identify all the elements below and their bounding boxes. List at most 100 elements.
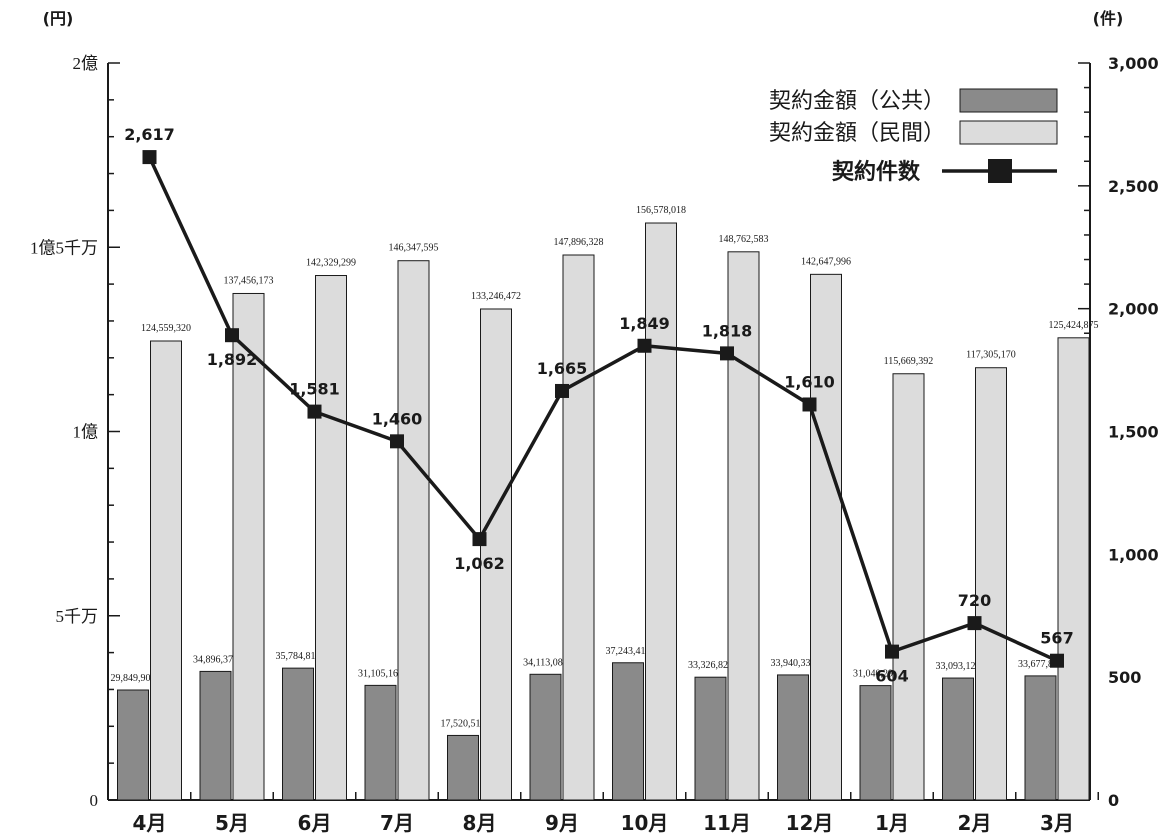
bar-public <box>364 684 397 801</box>
line-count-label: 567 <box>1040 629 1073 648</box>
line-count-marker <box>142 150 157 165</box>
left-tick-label: 5千万 <box>56 607 99 626</box>
bar-private-label: 147,896,328 <box>554 237 604 248</box>
legend-count-marker <box>988 159 1012 183</box>
x-tick-label: 2月 <box>958 811 992 835</box>
bar-public <box>777 674 809 801</box>
bar-private <box>562 254 595 801</box>
bar-private <box>315 275 347 801</box>
bar-private <box>232 292 265 801</box>
x-tick-label: 6月 <box>298 811 332 835</box>
x-tick-label: 7月 <box>380 811 414 835</box>
right-tick-label: 1,500 <box>1108 423 1159 442</box>
bar-private-label: 115,669,392 <box>884 356 934 367</box>
x-tick-label: 11月 <box>703 811 751 835</box>
line-count-marker <box>637 338 652 353</box>
line-count-marker <box>555 383 569 398</box>
right-tick-label: 500 <box>1108 668 1141 687</box>
legend-public-label: 契約金額（公共） <box>769 88 945 113</box>
bar-public <box>1024 675 1057 801</box>
x-tick-label: 1月 <box>875 811 909 835</box>
line-count-label: 1,610 <box>784 372 835 391</box>
bar-private <box>892 373 925 801</box>
bar-private <box>810 273 842 801</box>
line-count-marker <box>885 644 899 659</box>
bar-public-label: 34,896,374 <box>193 654 238 665</box>
bar-private-label: 146,347,595 <box>389 243 439 254</box>
bar-private <box>975 367 1007 801</box>
x-tick-label: 4月 <box>133 811 167 835</box>
x-tick-label: 5月 <box>215 811 249 835</box>
bar-private <box>727 251 760 801</box>
plot-area: 0 5千万 1億 1億5千万 2億 0 500 1,000 1,500 2,000 2,500 3,0… <box>30 54 1159 835</box>
right-tick-label: 2,000 <box>1108 300 1159 319</box>
bar-public <box>694 676 727 801</box>
x-tick-label: 10月 <box>621 811 669 835</box>
x-tick-label: 8月 <box>463 811 497 835</box>
bar-private-label: 117,305,170 <box>966 350 1016 361</box>
left-tick-label: 1億5千万 <box>30 238 98 257</box>
line-count-marker <box>390 434 404 449</box>
line-count-label: 1,892 <box>207 350 258 369</box>
line-count-label: 1,665 <box>537 359 588 378</box>
line-count-marker <box>1050 653 1064 668</box>
bar-public <box>117 689 149 801</box>
left-axis-unit: (円) <box>43 9 74 28</box>
bar-public <box>199 670 232 801</box>
bar-private <box>150 340 182 801</box>
bar-public <box>282 667 314 801</box>
line-count-marker <box>802 397 817 412</box>
bar-private-label: 148,762,583 <box>719 234 769 245</box>
bar-public-label: 29,849,909 <box>111 673 156 684</box>
bar-public-label: 31,105,160 <box>358 668 403 679</box>
bar-public <box>447 734 479 801</box>
line-count-label: 1,849 <box>619 314 670 333</box>
bar-public <box>942 677 974 801</box>
right-tick-label: 1,000 <box>1108 545 1159 564</box>
x-tick-label: 9月 <box>545 811 579 835</box>
line-count-series <box>147 156 1058 663</box>
bar-private-label: 133,246,472 <box>471 291 521 302</box>
bar-private-label: 156,578,018 <box>636 205 686 216</box>
bar-private <box>480 308 512 801</box>
line-count-label: 1,062 <box>454 554 505 573</box>
bar-public-label: 37,243,419 <box>606 646 651 657</box>
line-count-marker <box>720 346 734 361</box>
x-tick-label: 12月 <box>786 811 834 835</box>
legend: 契約金額（公共） 契約金額（民間） 契約件数 <box>769 88 1058 185</box>
bar-private-label: 125,424,875 <box>1049 320 1099 331</box>
line-count-label: 1,460 <box>372 409 423 428</box>
right-axis-unit: (件) <box>1093 9 1124 28</box>
line-count-label: 720 <box>958 591 991 610</box>
bar-public-label: 33,940,330 <box>771 658 816 669</box>
bar-public <box>859 685 892 801</box>
line-count-marker <box>307 404 322 419</box>
left-tick-label: 2億 <box>73 54 99 73</box>
right-tick-label: 2,500 <box>1108 177 1159 196</box>
bar-public <box>612 662 644 801</box>
bar-public-label: 33,677,877 <box>1018 659 1063 670</box>
bar-private <box>397 260 430 801</box>
bar-private-label: 137,456,173 <box>224 275 274 286</box>
line-count-label: 604 <box>875 667 908 686</box>
legend-count-label: 契約件数 <box>831 159 921 185</box>
left-tick-label: 1億 <box>73 423 99 442</box>
line-count-label: 1,818 <box>702 321 753 340</box>
line-count-marker <box>472 532 487 547</box>
line-count-marker <box>225 328 239 343</box>
legend-private-swatch <box>959 120 1058 145</box>
legend-private-label: 契約金額（民間） <box>769 120 945 145</box>
line-count-label: 1,581 <box>289 380 340 399</box>
bar-private-label: 142,647,996 <box>801 256 851 267</box>
right-tick-label: 3,000 <box>1108 54 1159 73</box>
bar-public-label: 33,326,829 <box>688 660 733 671</box>
bar-private <box>1057 337 1090 801</box>
bar-private <box>645 222 677 801</box>
bar-public-label: 34,113,081 <box>523 657 568 668</box>
bar-private-label: 142,329,299 <box>306 258 356 269</box>
x-tick-label: 3月 <box>1040 811 1074 835</box>
bar-public-label: 35,784,819 <box>276 651 321 662</box>
bar-public-label: 33,093,122 <box>936 661 981 672</box>
legend-public-swatch <box>959 88 1058 113</box>
